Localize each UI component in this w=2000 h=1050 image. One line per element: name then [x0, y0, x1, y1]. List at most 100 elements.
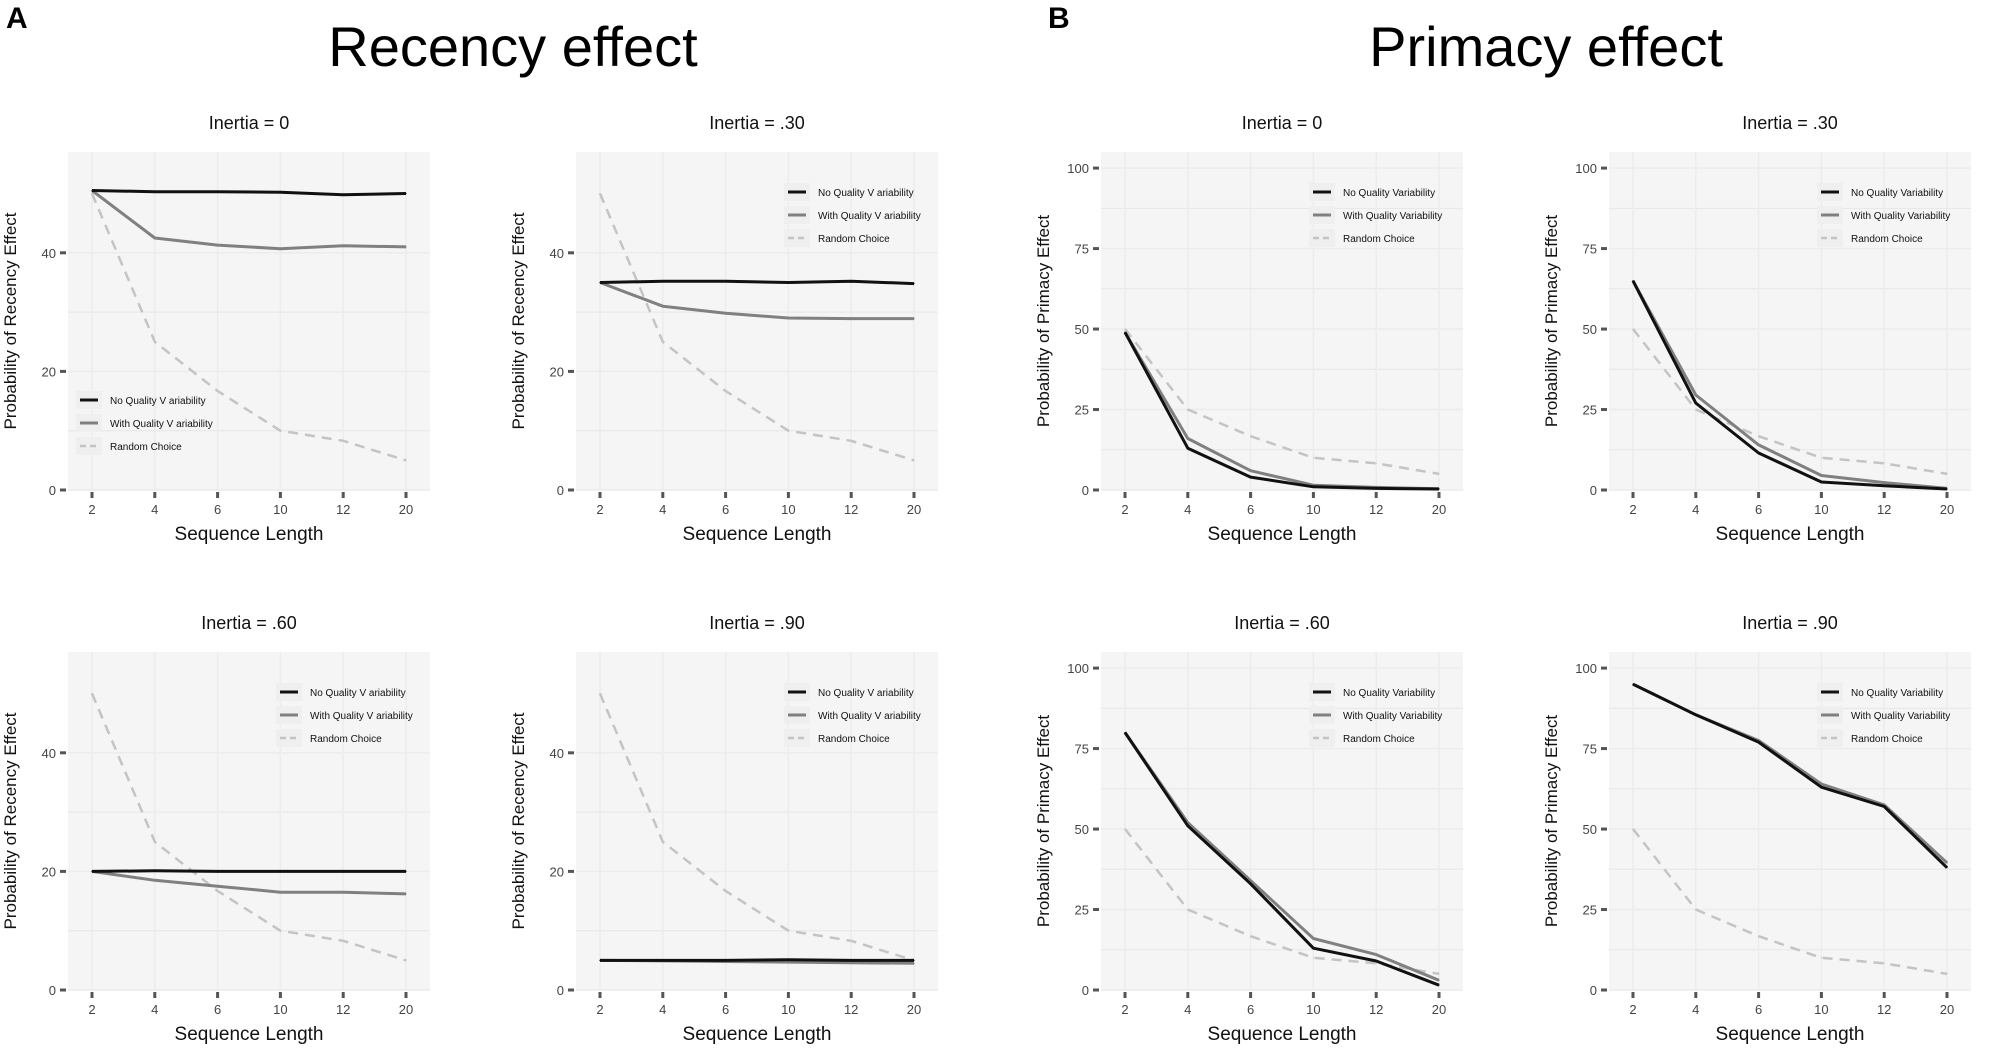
data-point-nq	[1312, 947, 1314, 949]
y-tick-label: 75	[1075, 742, 1089, 757]
x-tick-label: 20	[1432, 502, 1446, 517]
data-point-nq	[1438, 984, 1440, 986]
y-tick-label: 0	[1590, 483, 1597, 498]
y-tick-label: 20	[42, 364, 56, 379]
x-axis-label: Sequence Length	[1208, 524, 1357, 545]
data-point-wq	[279, 891, 281, 893]
data-point-rc	[1187, 408, 1189, 411]
legend: No Quality Variability With Quality Varia…	[1309, 683, 1442, 747]
subplot-8: 0 25 50 75 100 2 4 6 10 12 20 Inertia = .90 Sequence…	[1542, 613, 1971, 1045]
y-tick-label: 100	[1067, 661, 1089, 676]
y-tick-label: 75	[1075, 242, 1089, 257]
legend: No Quality V ariability With Quality V ar…	[784, 183, 921, 247]
y-tick-label: 20	[550, 864, 564, 879]
plot-background	[1609, 652, 1971, 990]
data-point-rc	[154, 841, 156, 843]
x-tick-label: 12	[1877, 1002, 1891, 1017]
y-tick-label: 100	[1067, 161, 1089, 176]
x-tick-label: 10	[1814, 1002, 1828, 1017]
y-tick-label: 25	[1075, 403, 1089, 418]
plot-background	[576, 652, 938, 990]
data-point-rc	[599, 692, 601, 695]
data-point-wq	[1695, 394, 1697, 396]
data-point-wq	[1820, 783, 1822, 785]
data-point-nq	[725, 280, 727, 282]
legend-label: Random Choice	[1851, 734, 1923, 745]
data-point-nq	[1187, 447, 1189, 449]
series-line-nq	[1631, 280, 1948, 491]
legend-label: With Quality V ariability	[818, 211, 921, 222]
data-point-rc	[1820, 957, 1822, 959]
subplot-5: 0 20 40 2 4 6 10 12 20 Inertia = .60 Sequence Leng…	[1, 613, 430, 1045]
x-axis-label: Sequence Length	[683, 1024, 832, 1045]
data-point-rc	[279, 930, 281, 932]
data-point-nq	[662, 959, 664, 961]
legend-key-bg	[784, 229, 810, 247]
data-point-rc	[725, 390, 727, 392]
data-point-wq	[342, 245, 344, 247]
data-point-nq	[154, 870, 156, 872]
data-point-wq	[154, 237, 156, 239]
data-point-rc	[662, 341, 664, 343]
legend-label: With Quality Variability	[1343, 211, 1442, 222]
data-point-wq	[154, 879, 156, 881]
subplot-3: 0 25 50 75 100 2 4 6 10 12 20 Inertia = 0 Sequence L…	[1034, 113, 1463, 545]
legend-label: No Quality Variability	[1343, 188, 1435, 199]
series-line-nq	[1632, 682, 1949, 869]
y-tick-label: 0	[1082, 983, 1089, 998]
x-tick-label: 4	[1184, 502, 1191, 517]
y-tick-label: 50	[1075, 822, 1089, 837]
data-point-rc	[913, 459, 915, 461]
data-point-rc	[1883, 962, 1885, 964]
data-point-wq	[1883, 481, 1885, 484]
data-point-rc	[217, 390, 219, 392]
data-point-nq	[1820, 481, 1822, 483]
data-point-rc	[217, 890, 219, 892]
x-tick-label: 2	[88, 1002, 95, 1017]
x-tick-label: 10	[1814, 502, 1828, 517]
data-point-wq	[787, 317, 790, 319]
panel-b-letter: B	[1048, 2, 1070, 35]
x-tick-label: 20	[1432, 1002, 1446, 1017]
x-tick-label: 6	[214, 502, 221, 517]
data-point-rc	[1250, 935, 1252, 937]
legend: No Quality V ariability With Quality V ar…	[276, 683, 413, 747]
data-point-rc	[850, 940, 852, 942]
data-point-nq	[1883, 805, 1885, 808]
data-point-rc	[1632, 328, 1634, 330]
data-point-wq	[342, 891, 344, 893]
y-tick-label: 20	[42, 864, 56, 879]
y-tick-label: 100	[1575, 161, 1597, 176]
y-tick-label: 0	[1082, 483, 1089, 498]
data-point-rc	[1187, 908, 1189, 911]
y-axis-label: Probability of Primacy Effect	[1034, 215, 1053, 428]
data-point-nq	[725, 959, 727, 961]
x-tick-label: 2	[596, 502, 603, 517]
data-point-nq	[1820, 786, 1822, 788]
legend-label: Random Choice	[818, 234, 890, 245]
x-tick-label: 4	[1184, 1002, 1191, 1017]
x-tick-label: 20	[1940, 1002, 1954, 1017]
data-point-nq	[91, 189, 93, 192]
data-point-nq	[1312, 486, 1314, 488]
data-point-nq	[850, 280, 852, 282]
plot-background	[68, 652, 430, 990]
data-point-nq	[91, 870, 93, 873]
data-point-wq	[913, 962, 915, 964]
data-point-rc	[1758, 435, 1760, 437]
series-line-rc	[90, 693, 407, 962]
x-tick-label: 20	[399, 502, 413, 517]
x-tick-label: 4	[151, 502, 158, 517]
x-tick-label: 20	[907, 1002, 921, 1017]
y-axis-label: Probability of Recency Effect	[1, 712, 20, 929]
y-tick-label: 75	[1583, 742, 1597, 757]
subplot-2: 0 20 40 2 4 6 10 12 20 Inertia = .30 Sequence Leng…	[509, 113, 938, 545]
y-tick-label: 50	[1075, 322, 1089, 337]
plot-background	[1101, 652, 1463, 990]
subplot-title: Inertia = .90	[1742, 613, 1838, 633]
data-point-nq	[1632, 683, 1634, 685]
y-tick-label: 0	[49, 483, 56, 498]
series-line-wq	[599, 281, 914, 321]
legend-key-bg	[276, 729, 302, 747]
legend-label: Random Choice	[1343, 234, 1415, 245]
